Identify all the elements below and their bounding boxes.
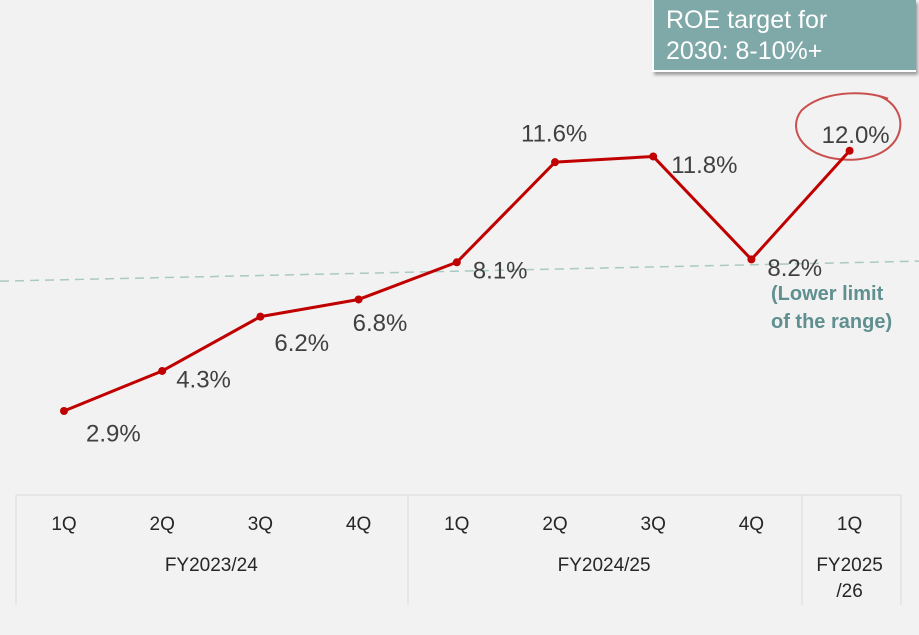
lower-limit-note: (Lower limit of the range) [771, 280, 919, 336]
data-label: 11.8% [671, 152, 737, 179]
data-label: 12.0% [822, 122, 890, 149]
category-label: 3Q [248, 514, 273, 535]
data-point [845, 146, 854, 155]
roe-target-line-1: ROE target for [666, 6, 828, 34]
highlight-circle [795, 92, 902, 161]
data-label: 8.1% [473, 258, 528, 285]
data-label: 11.6% [521, 121, 587, 148]
data-label: 8.2% [767, 255, 822, 282]
data-label: 6.8% [353, 310, 408, 337]
category-label: 2Q [150, 514, 175, 535]
lower-limit-reference-line [0, 260, 919, 282]
category-axis: 1Q 2Q 3Q 4Q 1Q 2Q 3Q 4Q 1Q FY2023/24 FY2024/25 FY20… [15, 494, 902, 605]
category-label: 2Q [542, 514, 567, 535]
data-point [60, 407, 68, 415]
data-label: 2.9% [86, 420, 141, 447]
category-label: 4Q [739, 514, 764, 535]
roe-target-line-2: 2030: 8-10%+ [666, 37, 823, 65]
data-label: 4.3% [176, 366, 231, 393]
data-point [158, 366, 167, 375]
group-label: FY2023/24 [165, 555, 258, 576]
data-point [747, 255, 756, 264]
category-label: 1Q [837, 514, 862, 535]
data-labels: 2.9% 4.3% 6.2% 6.8% 8.1% 11.6% 11.8% 8.2% 12.0% [86, 121, 890, 448]
lower-limit-note-line-2: of the range) [771, 311, 893, 333]
lower-limit-note-line-1: (Lower limit [771, 283, 884, 305]
group-label: /26 [836, 581, 862, 602]
data-point [649, 152, 658, 161]
group-label: FY2024/25 [558, 555, 651, 576]
data-point [452, 258, 461, 267]
category-label: 4Q [346, 514, 371, 535]
roe-target-box: ROE target for 2030: 8-10%+ [652, 0, 916, 72]
data-point [354, 295, 363, 304]
data-points [60, 146, 854, 415]
category-label: 3Q [641, 514, 666, 535]
group-label: FY2025 [816, 555, 883, 576]
category-label: 1Q [444, 514, 469, 535]
data-point [551, 158, 559, 167]
data-point [256, 312, 265, 321]
data-label: 6.2% [274, 330, 329, 357]
category-label: 1Q [51, 514, 76, 535]
